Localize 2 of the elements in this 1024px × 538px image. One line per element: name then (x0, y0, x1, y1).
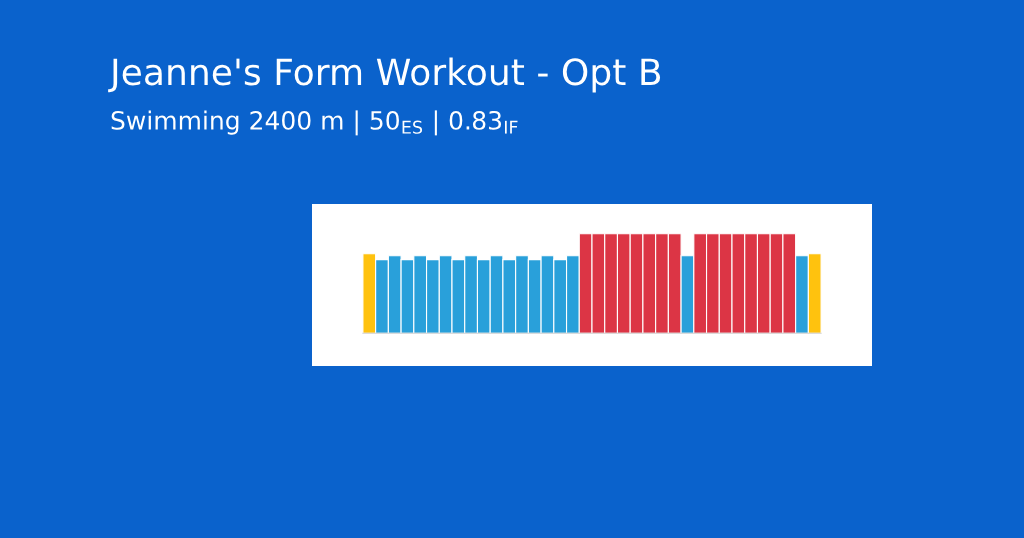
chart-subtitle: Swimming 2400 m | 50$_{ES}$ | 0.83$_{IF}$ (111, 110, 518, 136)
chart-title: Jeanne's Form Workout - Opt B (108, 57, 661, 93)
